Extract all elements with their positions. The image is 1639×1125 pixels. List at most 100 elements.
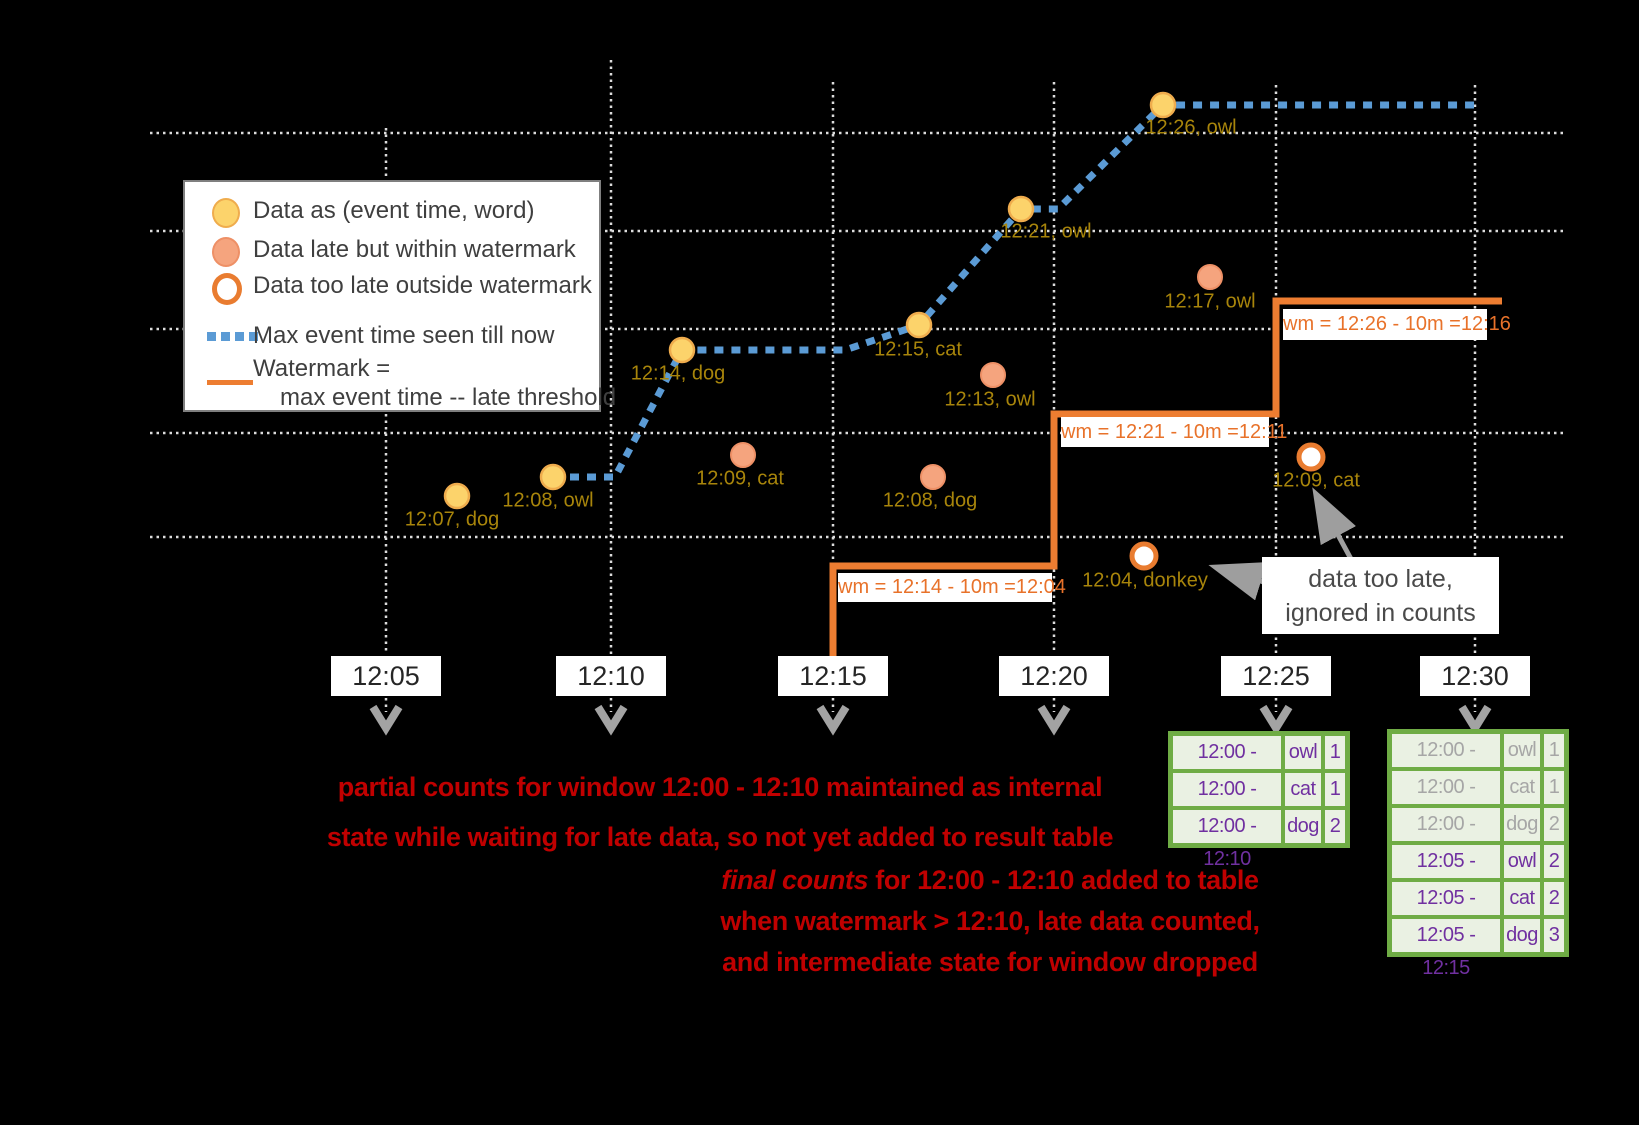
data-point-ontime [1007, 195, 1035, 223]
legend-item-label: Watermark = [253, 355, 391, 382]
time-tick-1205: 12:05 [331, 656, 441, 696]
too-late-note-line2: ignored in counts [1285, 599, 1476, 627]
data-point-label: 12:09, cat [1272, 469, 1360, 492]
table-cell-window: 12:00 - 12:10 [1392, 771, 1500, 831]
final-counts-line1-rest: for 12:00 - 12:10 added to table [868, 865, 1259, 895]
data-point-late [920, 464, 946, 490]
legend-item-max-event: Max event time seen till now [185, 321, 599, 351]
legend-item-label: Data late but within watermark [253, 236, 576, 263]
time-tick-1230: 12:30 [1420, 656, 1530, 696]
data-point-label: 12:13, owl [944, 388, 1036, 411]
data-point-ontime [539, 463, 567, 491]
table-cell-count: 2 [1544, 882, 1564, 915]
legend-item-ontime: Data as (event time, word) [185, 196, 599, 228]
data-point-ontime [905, 311, 933, 339]
legend-item-label: Data as (event time, word) [253, 197, 535, 224]
table-cell-count: 2 [1544, 845, 1564, 878]
table-row: 12:05 - 12:15cat2 [1392, 882, 1564, 942]
table-row: 12:00 - 12:10cat1 [1392, 771, 1564, 831]
data-point-label: 12:08, owl [502, 489, 594, 512]
legend-item-label-cont: max event time -- late threshold [280, 384, 617, 411]
final-counts-line1: final counts for 12:00 - 12:10 added to … [640, 860, 1340, 901]
table-cell-word: owl [1504, 845, 1540, 878]
axis-arrow-head [369, 704, 403, 736]
axis-arrow-head [1037, 704, 1071, 736]
partial-counts-line2: state while waiting for late data, so no… [326, 822, 1114, 852]
time-tick-1220: 12:20 [999, 656, 1109, 696]
legend-item-late: Data late but within watermark [185, 235, 599, 267]
data-point-late [1197, 264, 1223, 290]
result-table-1: 12:00 - 12:10owl112:00 - 12:10cat112:00 … [1168, 731, 1350, 870]
ontime-dot-icon [212, 198, 240, 228]
orange-line-icon [207, 380, 253, 385]
data-point-label: 12:17, owl [1164, 290, 1256, 313]
legend-item-label: Max event time seen till now [253, 322, 555, 349]
table-cell-count: 2 [1544, 808, 1564, 841]
arrows [369, 487, 1492, 736]
data-point-label: 12:15, cat [874, 338, 962, 361]
axis-arrow-head [1458, 704, 1492, 736]
table-row: 12:05 - 12:15owl2 [1392, 845, 1564, 905]
partial-counts-annotation: partial counts for window 12:00 - 12:10 … [160, 762, 1280, 862]
data-points [443, 91, 1326, 571]
table-row: 12:05 - 12:15 dog 3 [1392, 919, 1564, 979]
data-point-ontime [443, 482, 471, 510]
final-counts-line3: and intermediate state for window droppe… [722, 947, 1258, 977]
table-cell-word: owl [1285, 736, 1321, 769]
watermark-step-line [829, 297, 1502, 657]
legend-item-label: Data too late outside watermark [253, 272, 592, 299]
table-cell-word: dog [1285, 810, 1321, 843]
data-point-late [980, 362, 1006, 388]
data-point-label: 12:21, owl [1000, 220, 1092, 243]
data-point-label: 12:26, owl [1145, 116, 1237, 139]
data-point-toolate [1129, 541, 1159, 571]
data-point-late [730, 442, 756, 468]
too-late-note: data too late, ignored in counts [1262, 557, 1499, 634]
watermark-label: wm = 12:14 - 10m =12:04 [838, 573, 1066, 602]
axis-arrow-head [594, 704, 628, 736]
axis-arrow-head [1259, 704, 1293, 736]
table-cell-count: 1 [1325, 773, 1345, 806]
table-cell-count: 1 [1325, 736, 1345, 769]
data-point-label: 12:09, cat [696, 467, 784, 490]
table-cell-window: 12:05 - 12:15 [1392, 919, 1500, 979]
data-point-ontime [668, 336, 696, 364]
too-late-note-line1: data too late, [1308, 565, 1453, 593]
table-cell-word: cat [1504, 882, 1540, 915]
watermark-label: wm = 12:26 - 10m =12:16 [1283, 309, 1511, 340]
table-cell-window: 12:00 - 12:10 [1173, 810, 1281, 870]
watermark-label: wm = 12:21 - 10m =12:11 [1061, 417, 1287, 447]
data-point-toolate [1296, 442, 1326, 472]
table-cell-count: 2 [1325, 810, 1345, 843]
blue-dashes-icon [207, 332, 258, 341]
watermark-line [829, 297, 1502, 657]
data-point-label: 12:14, dog [630, 362, 726, 385]
data-point-label: 12:04, donkey [1082, 569, 1208, 592]
time-tick-1210: 12:10 [556, 656, 666, 696]
table-cell-window: 12:00 - 12:10 [1392, 808, 1500, 868]
table-row: 12:00 - 12:10cat1 [1173, 773, 1345, 833]
table-cell-word: cat [1285, 773, 1321, 806]
table-cell-word: owl [1504, 734, 1540, 767]
table-cell-word: dog [1504, 808, 1540, 841]
legend-item-watermark: Watermark = max event time -- late thres… [185, 354, 616, 411]
table-cell-window: 12:00 - 12:10 [1392, 734, 1500, 794]
data-point-label: 12:08, dog [882, 489, 978, 512]
late-dot-icon [212, 237, 240, 267]
final-counts-annotation: final counts for 12:00 - 12:10 added to … [640, 860, 1340, 983]
axis-arrow-head [816, 704, 850, 736]
table-cell-window: 12:05 - 12:15 [1392, 882, 1500, 942]
time-tick-1225: 12:25 [1221, 656, 1331, 696]
note-arrow [1312, 487, 1356, 561]
toolate-ring-icon [212, 273, 242, 305]
table-cell-word: dog [1504, 919, 1540, 952]
final-counts-lead: final counts [721, 865, 869, 895]
table-cell-window: 12:05 - 12:15 [1392, 845, 1500, 905]
